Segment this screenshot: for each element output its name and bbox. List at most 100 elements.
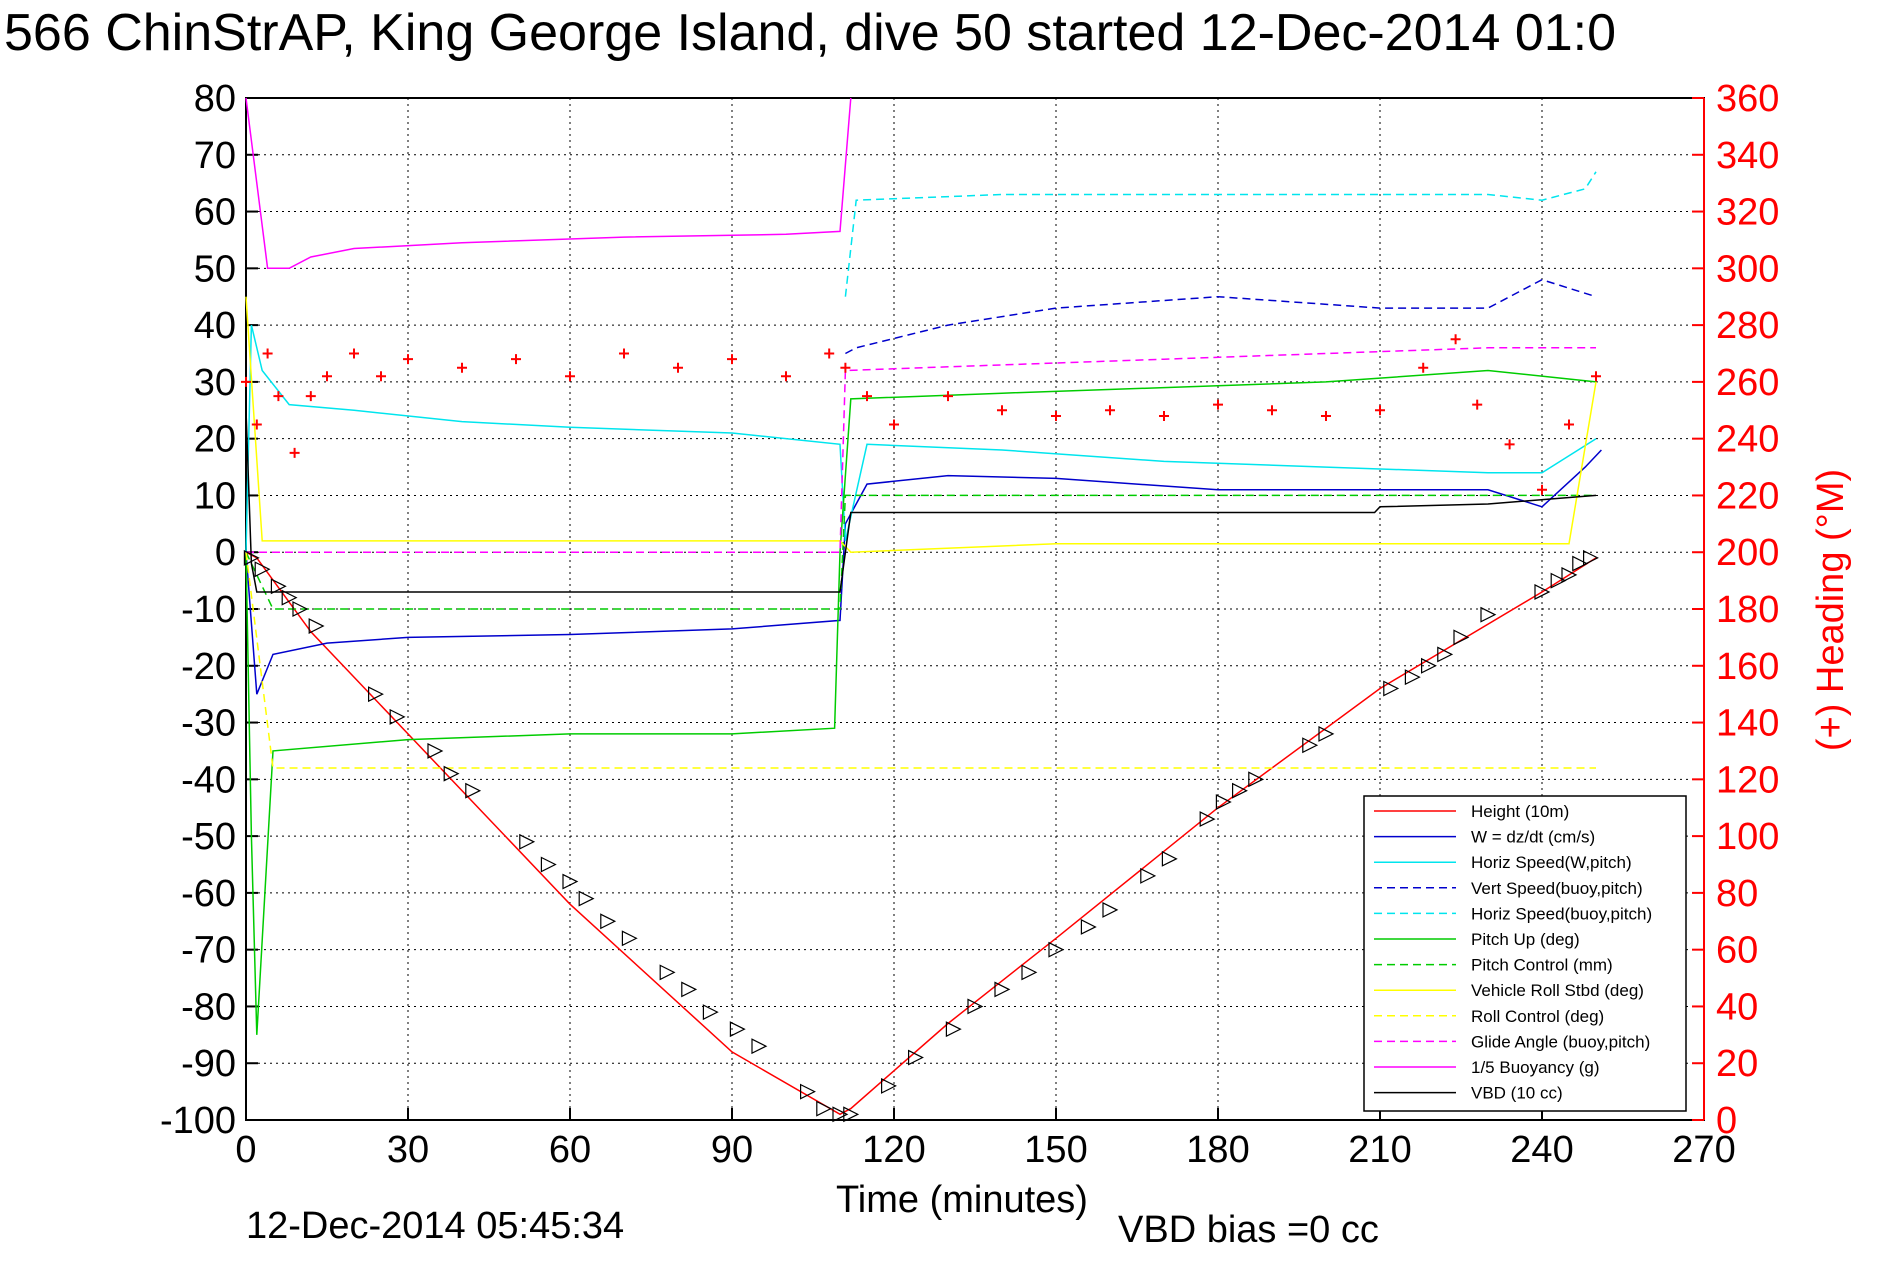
right-y-axis: 3603403203002802602402202001801601401201… xyxy=(1692,78,1779,1142)
depth-marker-point xyxy=(281,589,298,606)
depth-marker-point xyxy=(729,1021,746,1038)
depth-marker-point xyxy=(1383,680,1400,697)
right-y-tick-label: 200 xyxy=(1716,532,1779,574)
x-tick-label: 30 xyxy=(387,1129,429,1171)
depth-marker-point xyxy=(243,549,260,566)
left-y-tick-label: 40 xyxy=(194,305,236,347)
depth-marker-point xyxy=(1161,850,1178,867)
depth-marker-point xyxy=(1199,811,1216,828)
right-y-tick-label: 300 xyxy=(1716,248,1779,290)
depth-marker-point xyxy=(1572,555,1589,572)
right-y-tick-label: 160 xyxy=(1716,646,1779,688)
heading-point xyxy=(262,348,273,359)
heading-point xyxy=(1591,371,1601,382)
series-line-height-10m- xyxy=(245,551,1597,1116)
left-y-tick-label: -10 xyxy=(181,589,236,631)
heading-point xyxy=(997,405,1007,416)
heading-point xyxy=(673,362,683,373)
series-line-roll-control-deg- xyxy=(245,552,1596,769)
left-y-axis: 80 70 60 50 40 30 20 10 0 -10 -20 -30 -40 -50 -60 -70 -8… xyxy=(160,78,258,1142)
series-line-w-dz-dt-cm-s- xyxy=(245,449,1602,695)
heading-point xyxy=(305,391,316,402)
depth-marker-point xyxy=(578,890,595,907)
series-line-horiz-speed-buoy-pitch- xyxy=(844,171,1597,297)
right-y-tick-label: 240 xyxy=(1716,419,1779,461)
series-line-vehicle-roll-stbd-deg- xyxy=(245,296,1597,553)
depth-marker-point xyxy=(427,742,444,759)
heading-point xyxy=(322,371,332,382)
heading-point xyxy=(457,362,467,373)
legend-label: W = dz/dt (cm/s) xyxy=(1471,828,1595,847)
depth-marker-point xyxy=(1404,669,1421,686)
depth-marker-point xyxy=(443,765,460,782)
x-tick-label: 0 xyxy=(235,1129,256,1171)
depth-marker-point xyxy=(600,913,617,930)
heading-point xyxy=(349,348,359,359)
series-line-pitch-up-deg- xyxy=(245,369,1597,1035)
left-y-tick-label: 30 xyxy=(194,362,236,404)
legend-label: Horiz Speed(W,pitch) xyxy=(1471,853,1632,872)
right-y-tick-label: 360 xyxy=(1716,78,1779,120)
x-tick-label: 180 xyxy=(1186,1129,1249,1171)
heading-point xyxy=(1564,419,1574,430)
footer-date: 12-Dec-2014 05:45:34 xyxy=(246,1205,624,1247)
left-y-tick-label: 60 xyxy=(194,192,236,234)
x-tick-label: 240 xyxy=(1510,1129,1573,1171)
depth-marker-point xyxy=(621,930,638,947)
depth-marker-point xyxy=(292,601,309,617)
depth-marker-point xyxy=(994,981,1011,998)
right-y-tick-label: 140 xyxy=(1716,703,1779,745)
heading-point xyxy=(943,391,953,402)
depth-marker-point xyxy=(1302,737,1319,754)
series-line-vbd-10-cc- xyxy=(245,410,1597,593)
depth-marker-point xyxy=(308,618,325,635)
legend-label: Roll Control (deg) xyxy=(1471,1007,1604,1026)
heading-point xyxy=(1537,484,1547,495)
heading-point xyxy=(862,391,872,402)
series-line-pitch-control-mm- xyxy=(245,494,1596,610)
heading-markers xyxy=(241,334,1601,495)
depth-marker-point xyxy=(1550,572,1567,589)
depth-marker-point xyxy=(1140,867,1157,884)
heading-point xyxy=(889,419,899,430)
chart-title: 566 ChinStrAP, King George Island, dive … xyxy=(4,4,1616,62)
depth-marker-point xyxy=(465,782,482,799)
heading-point xyxy=(619,348,629,359)
right-y-tick-label: 260 xyxy=(1716,362,1779,404)
right-y-tick-label: 0 xyxy=(1716,1100,1737,1142)
legend-label: Pitch Up (deg) xyxy=(1471,930,1580,949)
heading-point xyxy=(824,348,835,359)
depth-marker-point xyxy=(1232,782,1248,799)
heading-point xyxy=(781,371,791,382)
x-tick-label: 210 xyxy=(1348,1129,1411,1171)
legend-label: 1/5 Buoyancy (g) xyxy=(1471,1058,1600,1077)
legend-label: Horiz Speed(buoy,pitch) xyxy=(1471,904,1652,923)
legend-label: Pitch Control (mm) xyxy=(1471,956,1613,975)
right-y-tick-label: 280 xyxy=(1716,305,1779,347)
x-tick-label: 60 xyxy=(549,1129,591,1171)
depth-marker-point xyxy=(1437,646,1454,663)
heading-point xyxy=(1321,410,1331,421)
right-y-tick-label: 180 xyxy=(1716,589,1779,631)
depth-marker-point xyxy=(1421,657,1437,674)
left-y-tick-label: -100 xyxy=(160,1100,236,1142)
depth-marker-point xyxy=(1102,901,1119,918)
depth-marker-point xyxy=(832,1106,849,1123)
heading-point xyxy=(1418,362,1429,373)
right-y-tick-label: 20 xyxy=(1716,1043,1758,1085)
depth-marker-point xyxy=(800,1083,816,1100)
x-tick-label: 90 xyxy=(711,1129,753,1171)
right-y-tick-label: 60 xyxy=(1716,930,1758,972)
right-y-tick-label: 100 xyxy=(1716,816,1779,858)
right-y-tick-label: 340 xyxy=(1716,135,1779,177)
depth-marker-point xyxy=(1583,549,1599,566)
right-y-tick-label: 220 xyxy=(1716,475,1779,517)
legend-label: Glide Angle (buoy,pitch) xyxy=(1471,1032,1650,1051)
heading-point xyxy=(1375,405,1385,416)
depth-marker-point xyxy=(967,998,984,1015)
depth-marker-point xyxy=(816,1100,833,1117)
left-y-tick-label: -20 xyxy=(181,646,236,688)
depth-marker-point xyxy=(1318,725,1335,742)
depth-marker-point xyxy=(270,578,287,595)
